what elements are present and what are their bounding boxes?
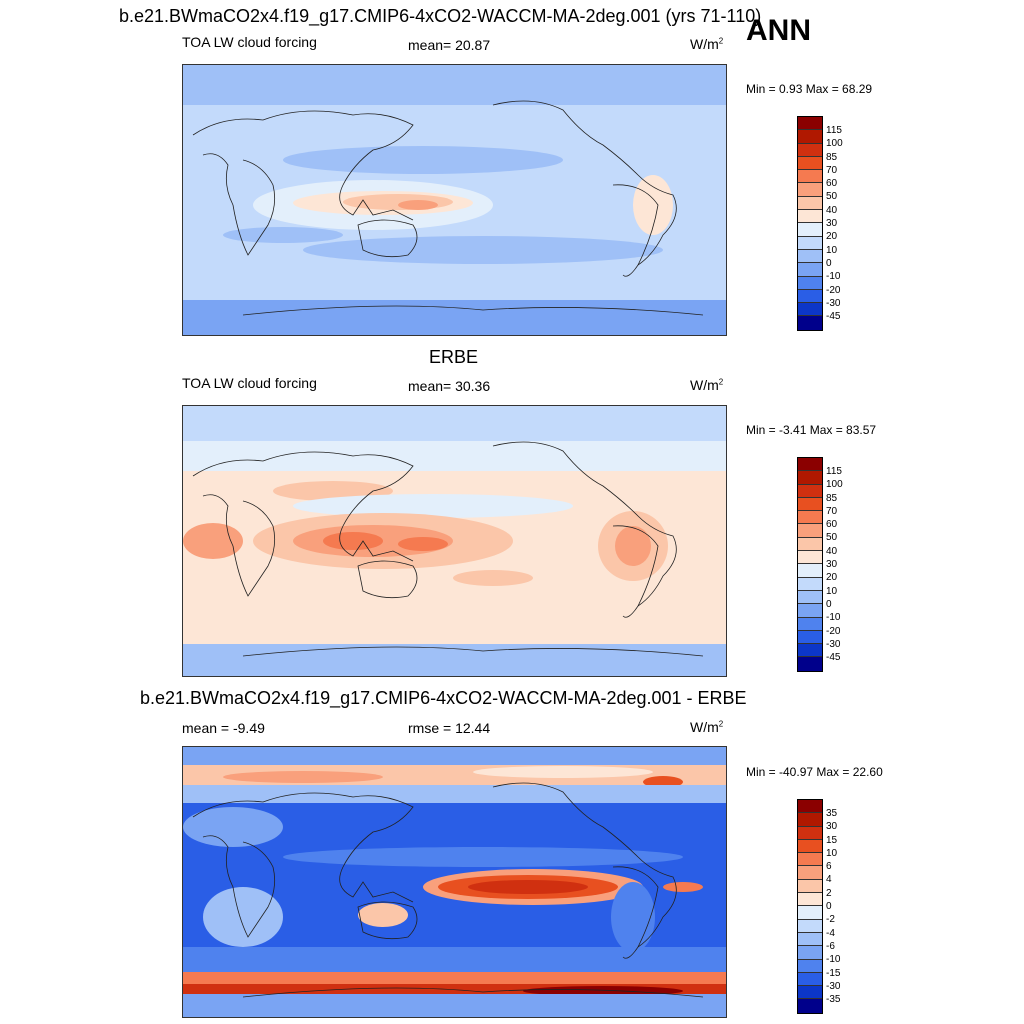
colorbar-tick: 115 — [826, 466, 842, 477]
colorbar-tick: -45 — [826, 311, 841, 323]
colorbar-tick: 115 — [826, 125, 842, 136]
colorbar-tick: 10 — [826, 847, 838, 859]
colorbar-tick: -10 — [826, 271, 841, 283]
colorbar — [797, 116, 823, 331]
colorbar-tick: 85 — [826, 151, 838, 163]
colorbar-tick: 15 — [826, 834, 838, 846]
colorbar-tick: 100 — [826, 479, 843, 491]
colorbar-tick: 0 — [826, 901, 832, 913]
colorbar-tick: 70 — [826, 164, 838, 176]
colorbar-tick: 20 — [826, 231, 838, 243]
colorbar-tick: 70 — [826, 505, 838, 517]
colorbar-tick: -30 — [826, 638, 841, 650]
colorbar-labels: 35 30 15 10 6 4 2 0 -2 -4 -6 -10 -15 -30… — [826, 807, 840, 1006]
colorbar-tick: 20 — [826, 572, 838, 584]
colorbar-tick: -10 — [826, 954, 841, 966]
colorbar-tick: -6 — [826, 940, 835, 952]
colorbar — [797, 799, 823, 1014]
mean-label: mean= 20.87 — [408, 37, 491, 53]
rmse-label: rmse = 12.44 — [408, 720, 491, 736]
units-label: W/m2 — [690, 377, 724, 393]
colorbar-tick: 6 — [826, 861, 832, 873]
colorbar-tick: 30 — [826, 821, 838, 833]
colorbar-tick: 50 — [826, 191, 838, 203]
colorbar-tick: 100 — [826, 138, 843, 150]
map-obs — [182, 405, 727, 677]
colorbar-tick: 60 — [826, 519, 838, 531]
season-title: ANN — [746, 14, 811, 47]
colorbar-tick: -30 — [826, 980, 841, 992]
map-model — [182, 64, 727, 336]
colorbar-tick: -45 — [826, 652, 841, 664]
colorbar-tick: 35 — [826, 808, 838, 819]
colorbar-tick: 60 — [826, 178, 838, 190]
colorbar-tick: 50 — [826, 532, 838, 544]
colorbar-tick: -30 — [826, 297, 841, 309]
colorbar-tick: -35 — [826, 994, 841, 1006]
mean-label: mean = -9.49 — [182, 720, 265, 736]
units-label: W/m2 — [690, 719, 724, 735]
colorbar-tick: 30 — [826, 218, 838, 230]
field-label: TOA LW cloud forcing — [182, 375, 317, 391]
minmax-label: Min = -3.41 Max = 83.57 — [746, 423, 877, 437]
units-label: W/m2 — [690, 36, 724, 52]
colorbar-tick: -15 — [826, 967, 841, 979]
field-label: TOA LW cloud forcing — [182, 34, 317, 50]
colorbar-tick: 2 — [826, 887, 832, 899]
panel-heading: ERBE — [429, 347, 479, 367]
colorbar-tick: 0 — [826, 257, 832, 269]
colorbar-tick: -2 — [826, 914, 835, 926]
colorbar — [797, 457, 823, 672]
panel-heading: b.e21.BWmaCO2x4.f19_g17.CMIP6-4xCO2-WACC… — [140, 688, 747, 708]
mean-label: mean= 30.36 — [408, 378, 491, 394]
colorbar-tick: 40 — [826, 204, 838, 216]
colorbar-tick: 10 — [826, 244, 838, 256]
colorbar-tick: -4 — [826, 927, 835, 939]
colorbar-labels: 115 100 85 70 60 50 40 30 20 10 0 -10 -2… — [826, 465, 843, 664]
colorbar-tick: 85 — [826, 492, 838, 504]
minmax-label: Min = -40.97 Max = 22.60 — [746, 765, 883, 779]
colorbar-tick: 40 — [826, 545, 838, 557]
panel-heading: b.e21.BWmaCO2x4.f19_g17.CMIP6-4xCO2-WACC… — [119, 6, 762, 26]
colorbar-tick: 4 — [826, 874, 832, 886]
colorbar-labels: 115 100 85 70 60 50 40 30 20 10 0 -10 -2… — [826, 124, 843, 323]
map-diff — [182, 746, 727, 1018]
minmax-label: Min = 0.93 Max = 68.29 — [746, 82, 873, 96]
colorbar-tick: -20 — [826, 625, 841, 637]
colorbar-tick: 10 — [826, 585, 838, 597]
colorbar-tick: -10 — [826, 612, 841, 624]
colorbar-tick: -20 — [826, 284, 841, 296]
colorbar-tick: 0 — [826, 598, 832, 610]
colorbar-tick: 30 — [826, 559, 838, 571]
